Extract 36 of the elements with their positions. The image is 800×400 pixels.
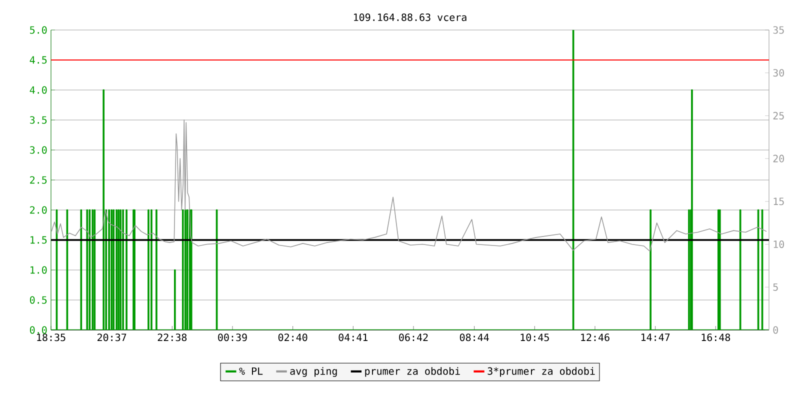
y2-tick-label: 0 bbox=[773, 326, 778, 334]
y2-tick-label: 10 bbox=[774, 240, 784, 248]
y2-tick-label: 5 bbox=[773, 283, 778, 291]
y2-tick-label: 20 bbox=[773, 154, 784, 162]
y-tick-label: 4.0 bbox=[30, 86, 47, 94]
x-tick-label: 22:38 bbox=[158, 334, 187, 342]
x-tick-label: 14:47 bbox=[641, 334, 670, 341]
legend-label: % PL bbox=[239, 367, 263, 375]
x-tick-label: 12:46 bbox=[581, 334, 610, 342]
legend-label: 3*prumer za obdobi bbox=[488, 367, 595, 377]
y-tick-label: 5.0 bbox=[30, 26, 47, 34]
y2-tick-label: 35 bbox=[773, 26, 784, 34]
y-tick-label: 0.5 bbox=[30, 296, 47, 304]
x-tick-label: 06:42 bbox=[399, 334, 428, 342]
y-tick-label: 2.0 bbox=[30, 206, 47, 214]
y2-tick-label: 25 bbox=[773, 112, 784, 120]
x-tick-label: 16:48 bbox=[702, 334, 730, 342]
y2-tick-label: 30 bbox=[773, 69, 784, 77]
y-tick-label: 3.0 bbox=[30, 146, 47, 154]
x-tick-label: 00:39 bbox=[218, 334, 247, 342]
y-tick-label: 2.5 bbox=[30, 176, 47, 184]
y-tick-label: 0.0 bbox=[30, 326, 47, 334]
x-tick-label: 10:45 bbox=[520, 334, 549, 342]
x-tick-label: 02:40 bbox=[278, 334, 308, 342]
y-tick-label: 1.5 bbox=[30, 236, 47, 244]
y-tick-label: 1.0 bbox=[30, 266, 47, 274]
y-tick-label: 3.5 bbox=[30, 116, 47, 124]
x-tick-label: 20:37 bbox=[98, 334, 126, 342]
x-tick-label: 18:35 bbox=[37, 334, 66, 342]
legend-label: avg ping bbox=[290, 367, 337, 377]
chart-title: 109.164.88.63 vcera bbox=[354, 14, 466, 22]
y-tick-label: 4.5 bbox=[30, 56, 47, 64]
y2-tick-label: 15 bbox=[774, 198, 784, 206]
x-tick-label: 04:41 bbox=[338, 334, 368, 342]
x-tick-label: 08:44 bbox=[460, 334, 489, 342]
legend-label: prumer za obdobi bbox=[365, 367, 460, 377]
